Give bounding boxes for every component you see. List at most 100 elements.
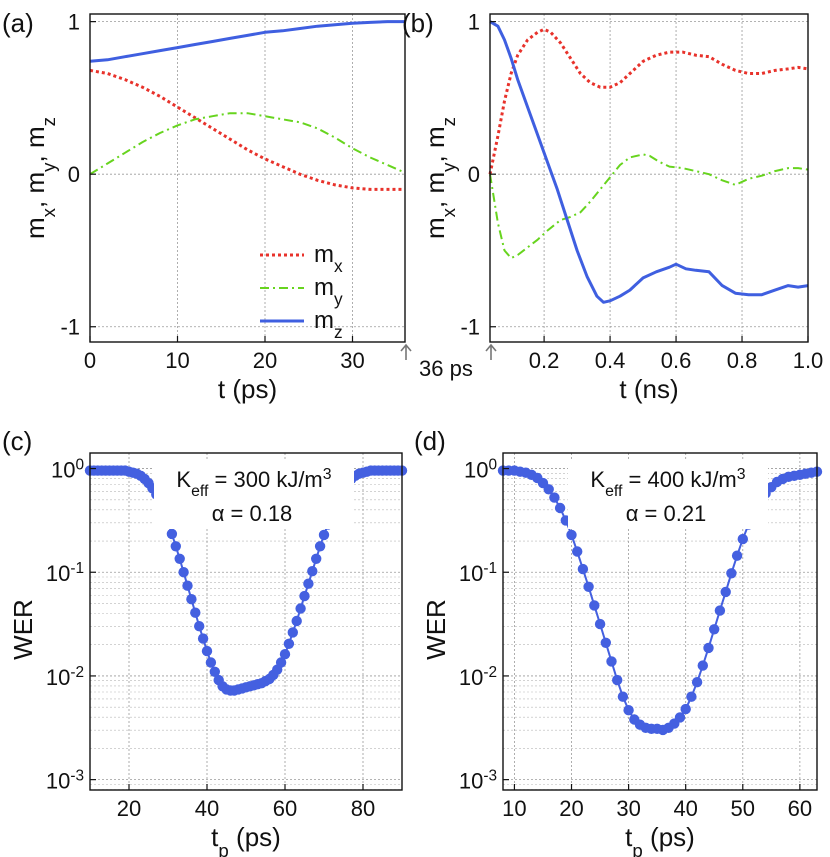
- x-tick-label: 0.4: [595, 348, 626, 373]
- y-tick-label-part: 0: [75, 456, 84, 473]
- plot-frame: [502, 452, 818, 791]
- wer-point: [731, 550, 743, 561]
- wer-point: [295, 603, 306, 614]
- series-line-mz: [89, 20, 405, 63]
- annotation-box: [154, 461, 354, 529]
- series-line-mz: [489, 20, 809, 304]
- wer-point: [577, 563, 589, 575]
- x-tick-label: 1.0: [793, 348, 824, 373]
- wer-point: [589, 600, 600, 611]
- wer-point: [737, 533, 748, 545]
- annotation-box: [568, 461, 768, 529]
- wer-point: [686, 691, 697, 702]
- y-axis-label: WER: [8, 599, 38, 660]
- wer-point: [291, 615, 302, 627]
- y-axis-label-part: x: [438, 207, 459, 217]
- y-tick-label: 0: [468, 162, 480, 187]
- legend-label-part: z: [334, 322, 343, 342]
- wer-point: [680, 703, 691, 715]
- wer-point: [606, 656, 617, 667]
- y-tick-label-part: -3: [70, 767, 84, 784]
- y-tick-label: 100: [51, 456, 84, 483]
- annotation-keff-part: 3: [737, 466, 746, 483]
- wer-point: [283, 638, 295, 649]
- series-line-my: [89, 112, 406, 176]
- x-axis-label-part: p: [632, 840, 642, 857]
- x-tick-label: 0.2: [529, 348, 560, 373]
- wer-point: [209, 666, 220, 677]
- panel-label: (a): [2, 8, 34, 38]
- y-tick-label-part: -2: [483, 663, 497, 680]
- wer-point: [572, 546, 583, 557]
- x-tick-label: 80: [351, 796, 375, 821]
- annotation-keff-part: K: [590, 467, 605, 492]
- wer-point: [594, 618, 606, 630]
- y-tick-label-part: 10: [464, 458, 488, 483]
- wer-point: [674, 712, 686, 723]
- wer-point: [205, 657, 217, 668]
- x-tick-label: 40: [195, 796, 219, 821]
- annotation-keff-part: eff: [191, 483, 209, 500]
- x-tick-label: 30: [340, 348, 364, 373]
- y-axis-label-part: y: [438, 162, 459, 172]
- wer-point: [178, 567, 189, 578]
- x-axis-label: tp (ps): [625, 822, 695, 857]
- y-tick-label-part: 10: [46, 561, 70, 586]
- legend-label-mz: mz: [314, 307, 343, 342]
- x-axis-label-part: t: [625, 822, 633, 852]
- wer-point: [709, 624, 720, 635]
- wer-point: [583, 581, 594, 592]
- x-tick-label: 0.6: [661, 348, 692, 373]
- plot-frame: [89, 13, 406, 343]
- x-axis-label-part: p: [218, 840, 228, 857]
- annotation-alpha: α = 0.21: [626, 501, 707, 526]
- y-tick-label-part: 10: [459, 769, 483, 794]
- wer-point: [275, 657, 287, 668]
- x-tick-label: 0.8: [727, 348, 758, 373]
- y-tick-label-part: -1: [70, 560, 84, 577]
- wer-point: [166, 528, 178, 540]
- x-axis-label: tp (ps): [211, 822, 281, 857]
- legend-label-part: m: [314, 241, 334, 268]
- y-axis-label-part: m: [20, 217, 50, 239]
- y-axis-label-part: z: [438, 117, 459, 126]
- wer-point: [201, 645, 213, 657]
- x-axis-label-part: t: [211, 822, 219, 852]
- y-axis-label-part: , m: [20, 126, 50, 162]
- y-tick-label: -1: [460, 315, 480, 340]
- x-tick-label: 10: [502, 796, 526, 821]
- wer-point: [197, 633, 209, 644]
- y-tick-label: 10-3: [459, 767, 497, 794]
- wer-point: [279, 649, 291, 660]
- y-tick-label-part: 10: [46, 665, 70, 690]
- arrow-up-right-icon: [485, 343, 497, 360]
- wer-point: [714, 605, 726, 616]
- y-axis-label-part: x: [38, 207, 59, 217]
- plot-frame: [89, 452, 403, 791]
- y-tick-label: 10-3: [46, 767, 84, 794]
- annotation-36ps: 36 ps: [400, 343, 497, 381]
- legend-label-my: my: [314, 274, 343, 309]
- arrow-up-left-icon: [400, 343, 412, 360]
- wer-point: [174, 553, 185, 564]
- wer-point: [617, 691, 629, 702]
- annotation-keff-part: 3: [323, 466, 332, 483]
- y-axis-label-part: , m: [420, 126, 450, 162]
- y-tick-label-part: 10: [46, 769, 70, 794]
- wer-point: [691, 677, 703, 688]
- x-axis-label-part: (ps): [643, 822, 695, 852]
- y-tick-label: 10-1: [46, 560, 84, 587]
- x-axis-label: t (ps): [218, 374, 277, 404]
- wer-point: [190, 607, 201, 618]
- wer-point: [299, 590, 310, 602]
- y-tick-label: 0: [68, 162, 80, 187]
- y-axis-label: mx, my, mz: [20, 117, 59, 239]
- wer-point: [720, 586, 731, 598]
- y-tick-label-part: 10: [459, 665, 483, 690]
- wer-point: [307, 566, 318, 577]
- legend-label-part: m: [314, 307, 334, 334]
- annotation-alpha: α = 0.18: [212, 501, 293, 526]
- y-axis-label-part: , m: [420, 172, 450, 208]
- y-tick-label: 1: [468, 10, 480, 35]
